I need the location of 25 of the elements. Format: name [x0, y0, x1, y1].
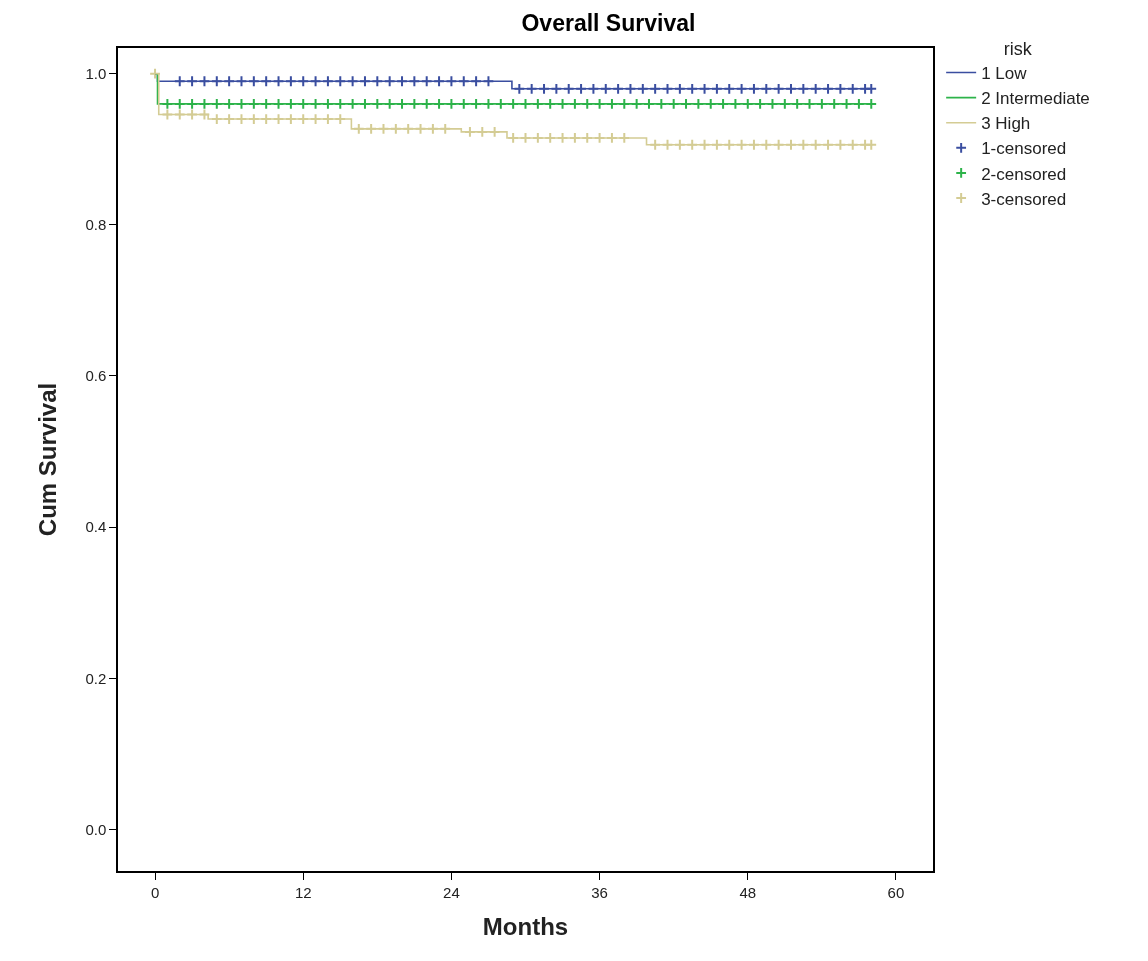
x-tick-label: 24	[443, 883, 460, 901]
y-tick-label: 1.0	[85, 64, 107, 82]
chart-title: Overall Survival	[521, 9, 696, 36]
x-axis-title: Months	[482, 912, 569, 940]
x-tick-label: 12	[294, 883, 312, 901]
x-tick-label: 48	[739, 883, 757, 901]
legend-label: 3-censored	[981, 189, 1067, 209]
x-tick-label: 36	[591, 883, 608, 901]
x-tick-label: 0	[150, 883, 160, 901]
y-axis-title: Cum Survival	[33, 382, 61, 537]
legend-label: 2-censored	[981, 164, 1067, 184]
y-tick-label: 0.2	[85, 669, 107, 687]
y-tick-label: 0.6	[85, 367, 107, 385]
legend-label: 2 Intermediate	[981, 89, 1090, 109]
point	[161, 108, 174, 121]
point	[186, 108, 198, 121]
legend-title: risk	[1003, 38, 1033, 59]
x-tick-label: 60	[887, 883, 905, 901]
y-tick-label: 0.0	[85, 820, 107, 838]
point	[173, 108, 186, 121]
y-tick-label: 0.4	[85, 518, 107, 536]
legend-label: 1 Low	[981, 64, 1028, 84]
legend-label: 3 High	[981, 114, 1031, 134]
legend-label: 1-censored	[981, 139, 1067, 159]
y-tick-label: 0.8	[85, 216, 107, 234]
